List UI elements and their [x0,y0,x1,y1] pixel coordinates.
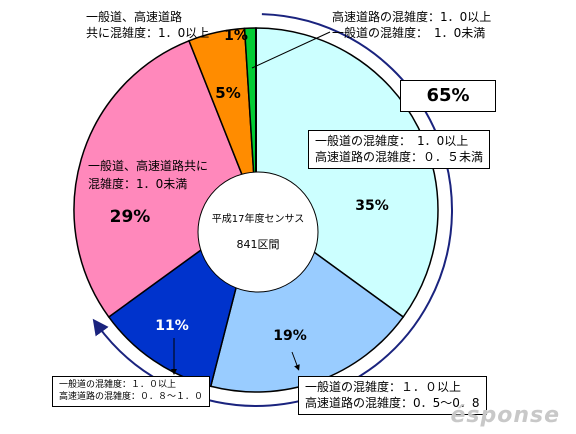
value-label-35: 35% [355,198,389,214]
slice-label-1: 高速道路の混雑度：1．0以上 一般道の混雑度： 1．0未満 [332,10,491,41]
slice-label-19: 一般道の混雑度：１．０以上 高速道路の混雑度：0．5～0．8 [298,376,487,416]
leader-line-19pct [291,351,300,371]
value-label-11: 11% [155,318,189,334]
group-label-65: 65% [400,80,496,112]
value-label-19: 19% [273,328,307,344]
pie-slice-29 [73,39,257,319]
value-label-29: 29% [110,207,151,227]
slice-label-29-line2: 混雑度：1．0未満 [88,176,187,191]
slice-label-5-line1: 一般道、高速道路 [86,10,183,24]
value-label-5: 5% [215,84,240,102]
center-label-line1: 平成17年度センサス [212,212,305,225]
slice-label-19-line1: 一般道の混雑度：１．０以上 [305,380,462,394]
slice-label-5: 一般道、高速道路 共に混雑度：1．0以上 [86,10,209,41]
slice-label-35-line1: 一般道の混雑度： 1．0以上 [315,134,469,148]
watermark-logo: ésponse [450,403,560,428]
slice-label-35: 一般道の混雑度： 1．0以上 高速道路の混雑度：０．５未満 [308,130,491,170]
pie-center-circle [197,171,319,293]
slice-label-5-line2: 共に混雑度：1．0以上 [86,25,210,40]
slice-label-1-line2: 一般道の混雑度： 1．0未満 [332,25,486,40]
value-label-1: 1% [224,28,248,44]
slice-label-29-line1: 一般道、高速道路共に [88,158,208,173]
slice-label-11: 一般道の混雑度：１．０以上 高速道路の混雑度：０．８～１．０ [52,376,211,408]
slice-label-11-line2: 高速道路の混雑度：０．８～１．０ [59,391,204,402]
pie-slice-35 [255,27,439,319]
slice-label-19-line2: 高速道路の混雑度：0．5～0．8 [305,395,480,410]
slice-label-11-line1: 一般道の混雑度：１．０以上 [59,380,177,390]
slice-label-1-line1: 高速道路の混雑度：1．0以上 [332,10,492,24]
center-label-line2: 841区間 [237,238,280,251]
leader-line-1pct [251,31,331,69]
slice-label-35-line2: 高速道路の混雑度：０．５未満 [315,149,484,164]
